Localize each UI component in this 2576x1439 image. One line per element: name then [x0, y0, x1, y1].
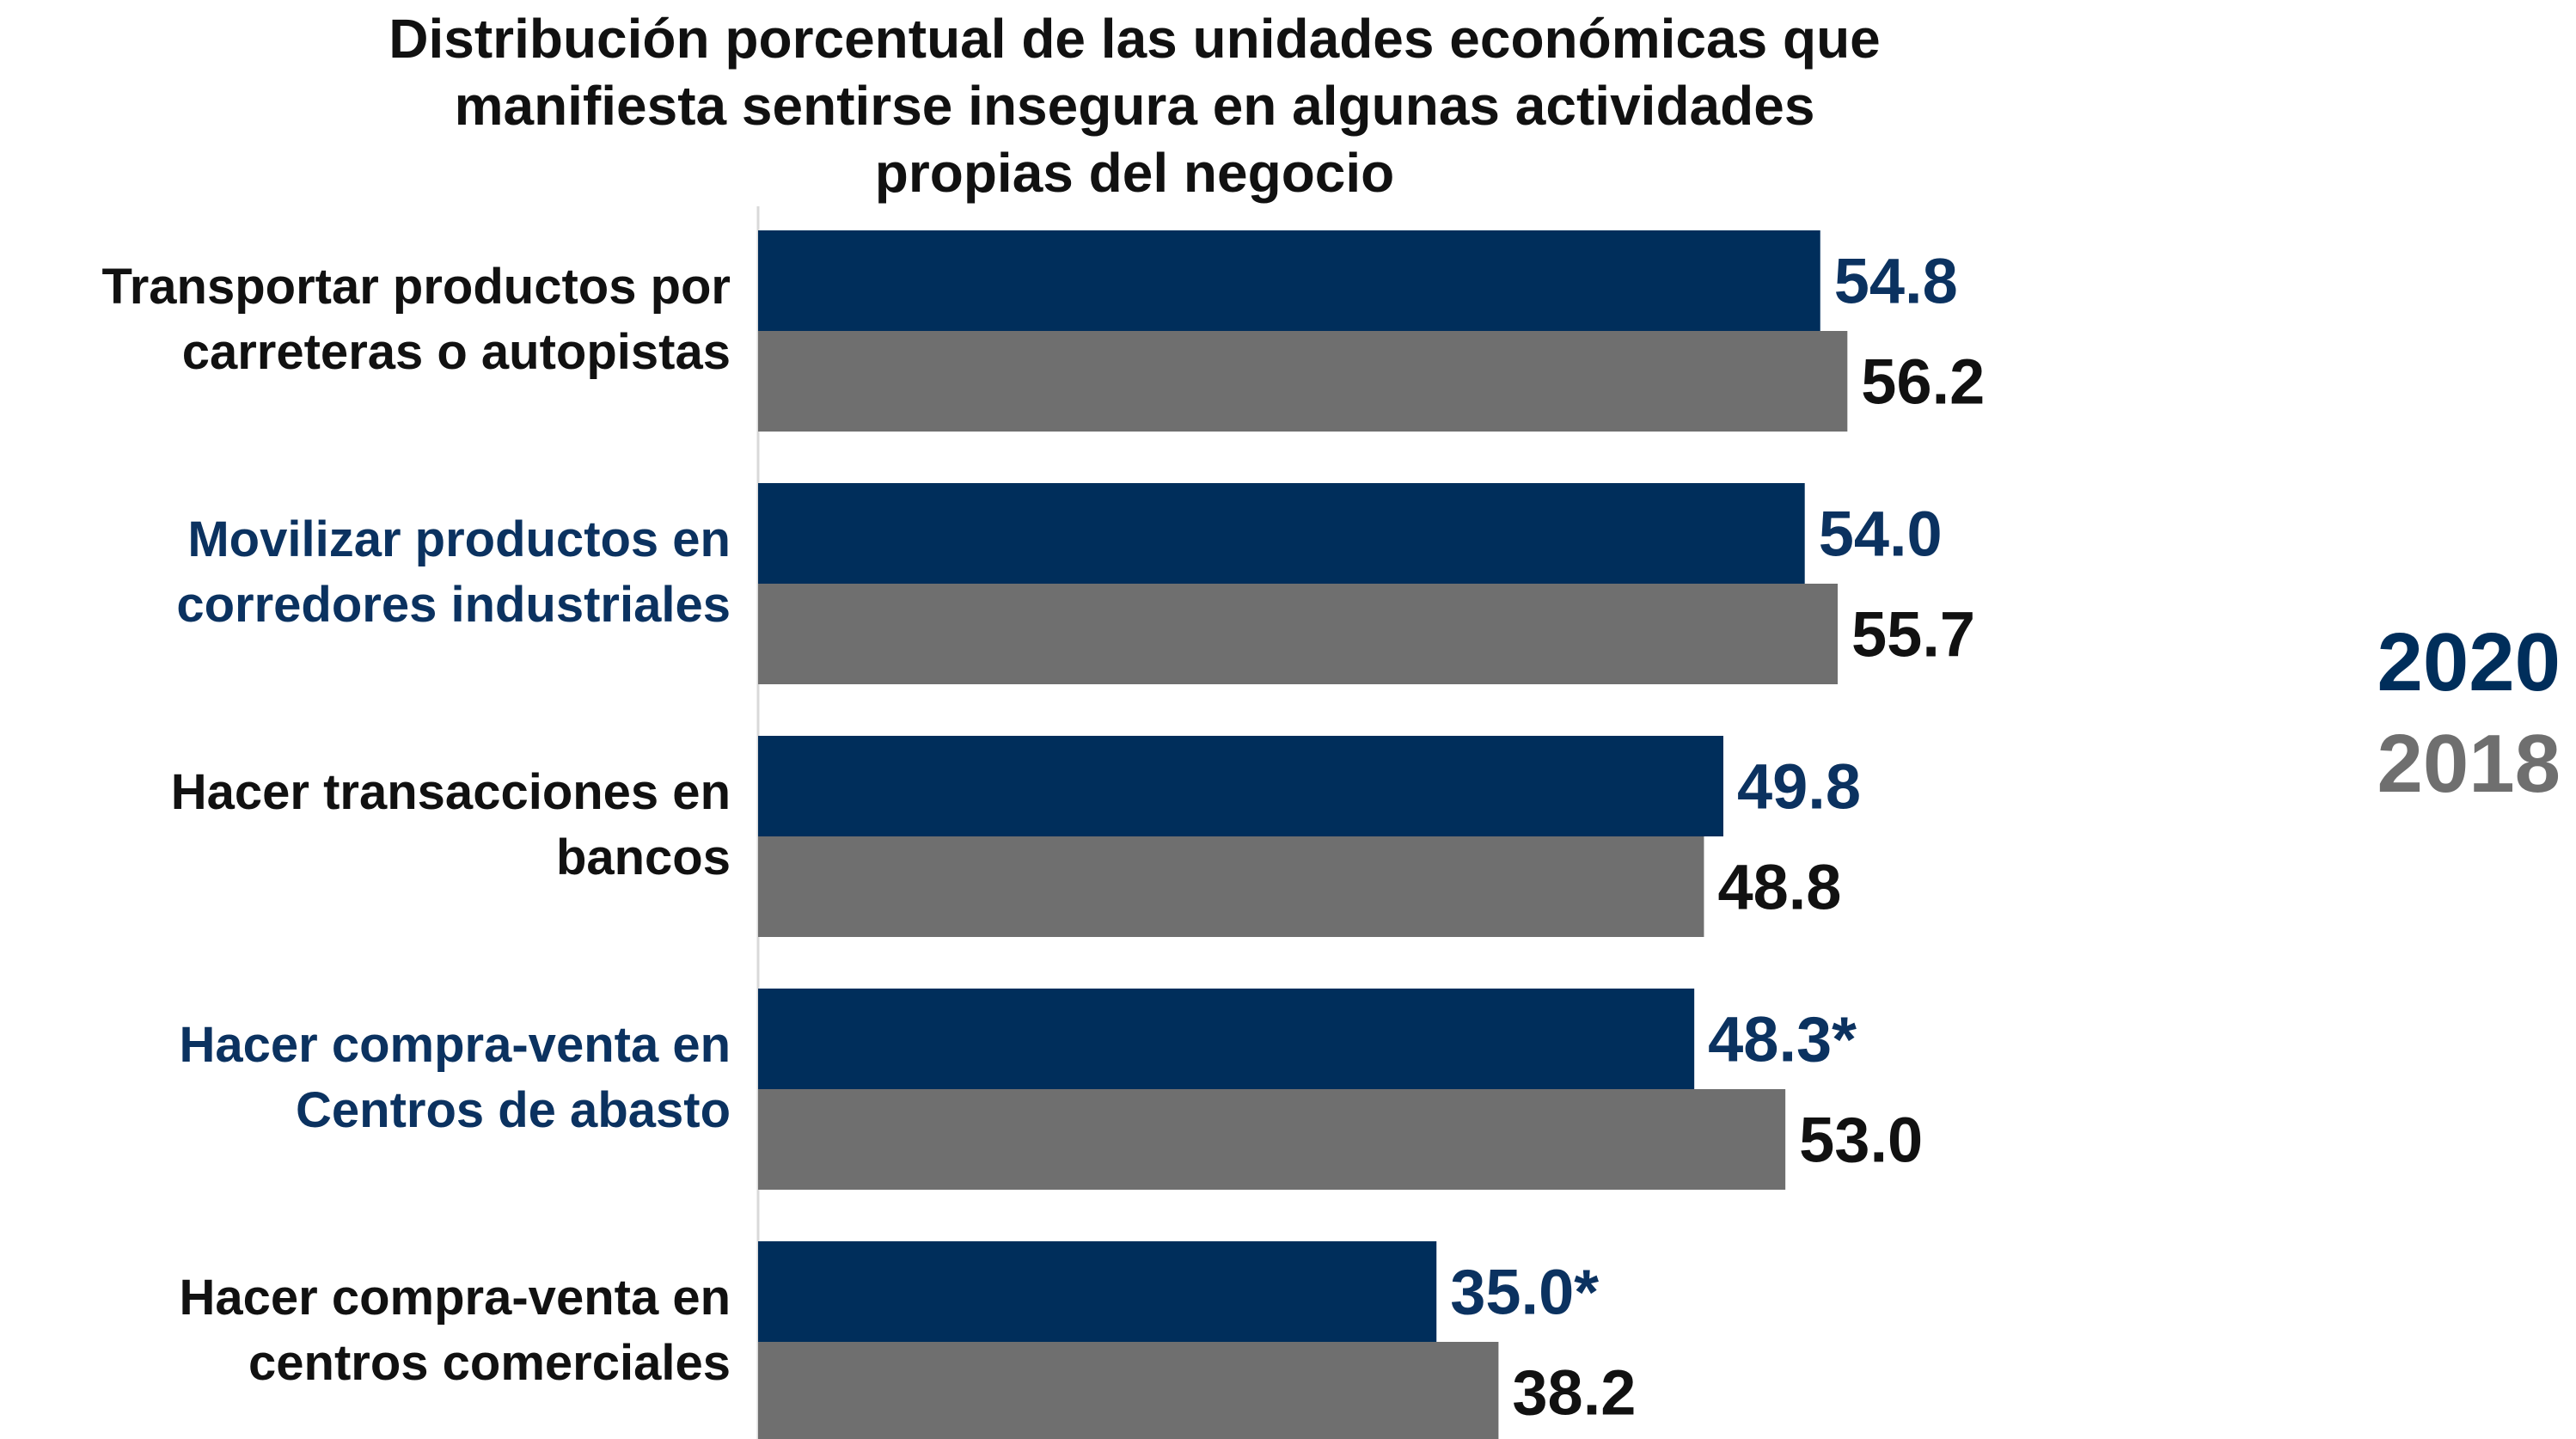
legend-entry-2020: 2020 — [2377, 616, 2561, 708]
bar-2018 — [758, 584, 1839, 684]
bar-2018 — [758, 331, 1848, 432]
bar-2020 — [758, 1241, 1437, 1342]
category-label: corredores industriales — [176, 577, 731, 633]
data-label-2020: 49.8 — [1737, 751, 1861, 823]
data-label-2020: 35.0* — [1450, 1257, 1599, 1328]
category-label: carreteras o autopistas — [182, 324, 731, 380]
category-label: Hacer transacciones en — [171, 764, 731, 820]
chart-title-line: manifiesta sentirse insegura en algunas … — [454, 75, 1815, 137]
legend-entry-2018: 2018 — [2377, 718, 2561, 810]
bar-2018 — [758, 1342, 1499, 1439]
data-label-2018: 38.2 — [1512, 1357, 1636, 1429]
bar-2018 — [758, 836, 1704, 937]
bar-2018 — [758, 1089, 1786, 1190]
category-label: Hacer compra-venta en — [180, 1017, 731, 1073]
data-label-2020: 54.8 — [1834, 246, 1958, 317]
category-label: Movilizar productos en — [187, 511, 731, 567]
data-label-2018: 48.8 — [1717, 852, 1841, 923]
bar-2020 — [758, 230, 1820, 331]
category-label: Centros de abasto — [296, 1082, 731, 1138]
category-label: bancos — [556, 830, 731, 885]
bar-2020 — [758, 483, 1805, 584]
chart-title: Distribución porcentual de las unidades … — [258, 5, 2011, 206]
bar-2020 — [758, 989, 1695, 1089]
category-label: Transportar productos por — [101, 259, 731, 315]
data-label-2018: 56.2 — [1861, 346, 1985, 418]
chart-legend: 2020 2018 — [2377, 612, 2561, 815]
category-label: centros comerciales — [248, 1335, 731, 1391]
data-label-2018: 53.0 — [1799, 1105, 1923, 1176]
data-label-2018: 55.7 — [1851, 599, 1975, 671]
category-label: Hacer compra-venta en — [180, 1270, 731, 1326]
chart-title-line: Distribución porcentual de las unidades … — [389, 8, 1881, 70]
data-label-2020: 48.3* — [1708, 1004, 1857, 1075]
data-label-2020: 54.0 — [1819, 499, 1943, 570]
chart-title-line: propias del negocio — [874, 142, 1395, 204]
bar-2020 — [758, 736, 1723, 836]
